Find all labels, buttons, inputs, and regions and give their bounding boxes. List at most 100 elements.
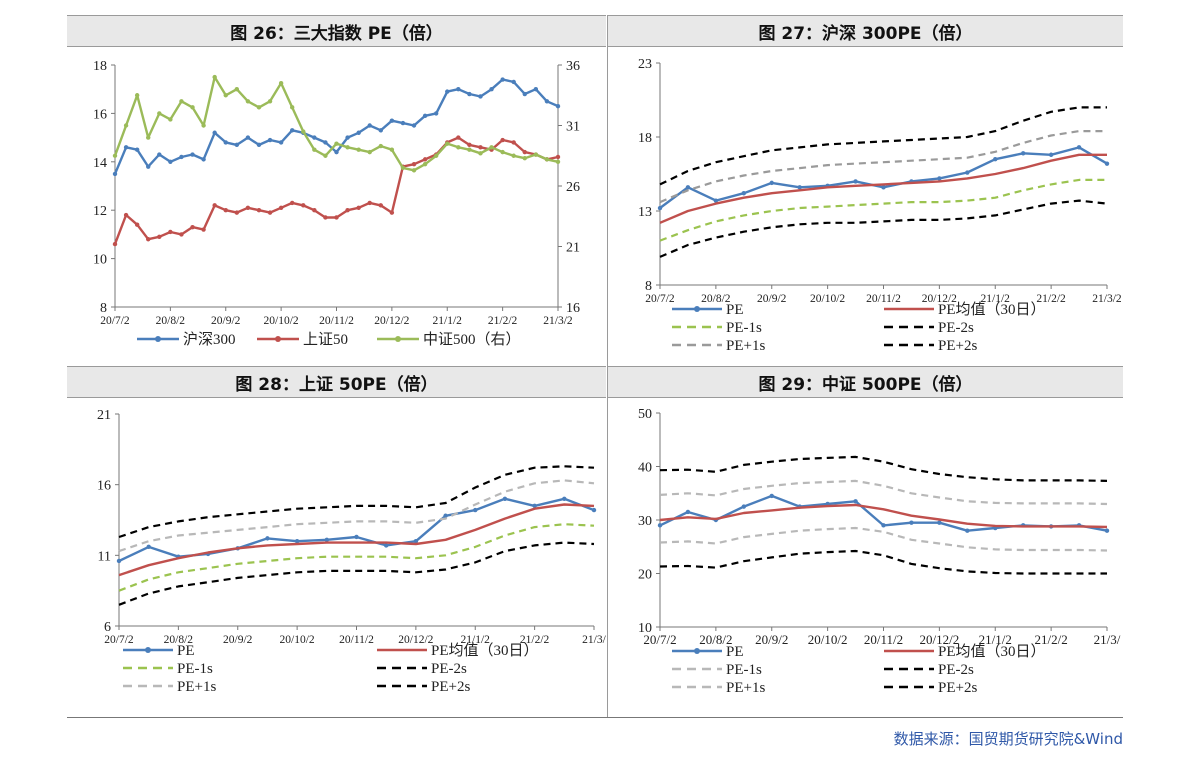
- y-tick-label: 21: [97, 408, 111, 423]
- series-line-1: [113, 78, 559, 175]
- legend-label: PE-1s: [177, 661, 213, 677]
- data-point: [312, 147, 317, 152]
- y-tick-label: 8: [100, 301, 107, 316]
- legend-label: PE+2s: [938, 338, 977, 354]
- x-tick-label: 20/11/2: [864, 632, 903, 647]
- data-point: [937, 520, 942, 525]
- data-point: [168, 229, 173, 235]
- data-point: [356, 147, 361, 152]
- data-point: [378, 128, 383, 133]
- data-point: [433, 153, 439, 158]
- fig28-chart: 6 11 16 21 20/7/2 20/8/2 20/9/2 20/10/2 20/11/2 2…: [97, 408, 607, 695]
- data-point: [323, 140, 328, 145]
- legend-marker: [275, 336, 281, 342]
- data-point: [478, 94, 483, 99]
- data-point: [400, 120, 406, 126]
- x-tick-label: 21/1/2: [981, 293, 1011, 305]
- data-point: [881, 523, 886, 528]
- data-point: [478, 145, 483, 150]
- data-point: [356, 205, 361, 210]
- data-point: [555, 154, 561, 160]
- data-point: [123, 212, 129, 218]
- data-point: [522, 149, 527, 155]
- data-point: [445, 89, 450, 94]
- panel-divider: [607, 15, 608, 717]
- data-point: [190, 105, 195, 110]
- x-tick-label: 20/7/2: [645, 293, 675, 305]
- y-tick-label: 16: [97, 479, 111, 494]
- data-point: [443, 513, 448, 518]
- data-point: [290, 200, 295, 206]
- data-point: [937, 176, 942, 181]
- data-point: [256, 105, 262, 110]
- data-point: [1076, 145, 1082, 150]
- series-line-5: [659, 129, 1107, 204]
- data-point: [234, 142, 240, 148]
- data-point: [112, 171, 118, 177]
- x-tick-label: 20/12/2: [920, 632, 960, 647]
- data-point: [511, 79, 516, 85]
- data-point: [591, 507, 597, 513]
- data-point: [544, 99, 550, 104]
- data-point: [245, 135, 251, 140]
- y-tick-label: 20: [638, 568, 652, 583]
- y2-tick-label: 16: [566, 301, 580, 316]
- data-point: [881, 185, 886, 190]
- x-tick-label: 20/10/2: [810, 293, 845, 305]
- data-point: [112, 241, 118, 247]
- data-point: [411, 168, 417, 173]
- fig26-chart: 8 10 12 14 16 18 16 21 26 31 36 20/7/2 20/8/2 20/9/2 2…: [93, 59, 580, 348]
- data-point: [502, 496, 508, 501]
- data-point: [290, 128, 295, 133]
- data-point: [223, 93, 228, 98]
- data-point: [212, 130, 217, 135]
- legend-label: PE+1s: [726, 680, 765, 696]
- data-point: [741, 191, 747, 196]
- x-tick-label: 20/11/2: [319, 315, 354, 327]
- data-point: [522, 155, 527, 161]
- data-point: [993, 157, 998, 162]
- data-point: [500, 77, 505, 82]
- legend-marker: [694, 648, 700, 654]
- legend-label: PE+2s: [938, 680, 977, 696]
- x-tick-label: 21/3/2: [1092, 293, 1122, 305]
- data-point: [685, 185, 691, 190]
- data-point: [112, 153, 118, 158]
- data-point: [146, 135, 151, 140]
- legend-label: PE: [177, 643, 195, 659]
- data-point: [324, 537, 330, 542]
- data-point: [769, 180, 774, 186]
- y-tick-label: 18: [638, 131, 652, 146]
- data-point: [389, 147, 395, 152]
- data-point: [533, 87, 539, 92]
- data-point: [146, 544, 151, 550]
- data-point: [265, 536, 270, 541]
- data-point: [445, 141, 450, 146]
- data-point: [378, 143, 383, 149]
- data-point: [278, 140, 284, 145]
- data-point: [389, 210, 395, 215]
- y-tick-label: 11: [98, 549, 111, 564]
- legend-label: PE+1s: [177, 679, 216, 695]
- data-point: [134, 147, 140, 152]
- x-tick-label: 20/8/2: [699, 632, 732, 647]
- series-line-6: [659, 106, 1107, 186]
- data-point: [555, 103, 561, 109]
- data-point: [500, 149, 505, 155]
- data-point: [190, 152, 195, 157]
- legend-label: PE均值（30日）: [431, 642, 539, 659]
- data-point: [422, 113, 428, 119]
- y-tick-label: 12: [93, 204, 107, 219]
- x-tick-label: 20/7/2: [643, 632, 676, 647]
- data-point: [769, 493, 774, 499]
- data-point: [179, 154, 184, 160]
- data-point: [123, 145, 129, 150]
- data-point: [245, 205, 251, 210]
- data-point: [345, 208, 350, 213]
- data-point: [411, 123, 417, 128]
- source-text: 数据来源：国贸期货研究院&Wind: [893, 730, 1123, 748]
- x-tick-label: 20/8/2: [701, 293, 731, 305]
- legend-label: PE均值（30日）: [938, 301, 1046, 318]
- legend-marker: [694, 306, 700, 312]
- data-point: [1020, 151, 1026, 156]
